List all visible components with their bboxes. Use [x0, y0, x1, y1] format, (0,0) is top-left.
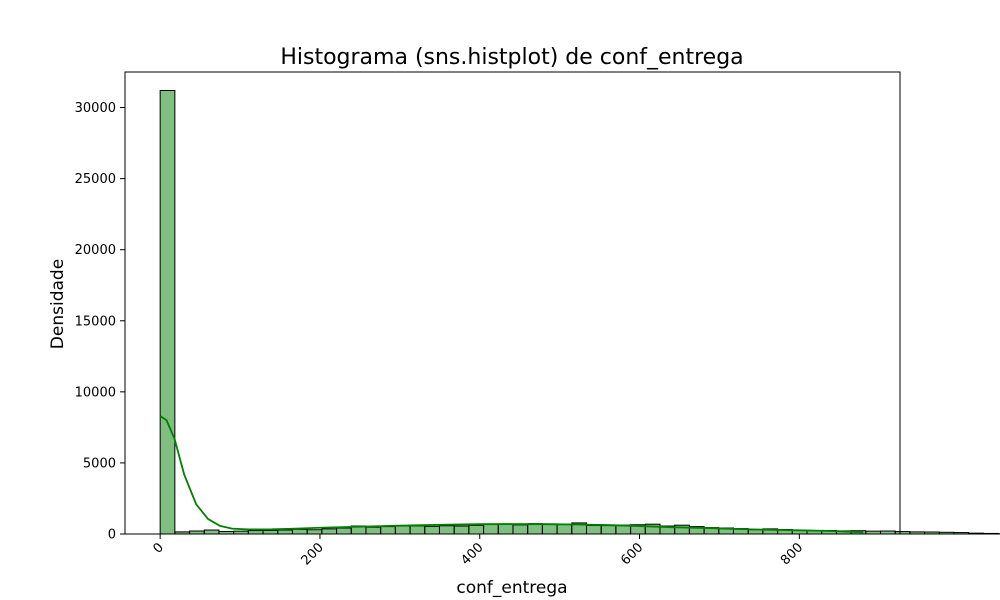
histogram-bar	[336, 527, 352, 535]
histogram-bar	[438, 525, 455, 535]
histogram-bar	[468, 524, 485, 535]
histogram-bar	[909, 531, 926, 535]
x-tick-label: 200	[299, 540, 327, 568]
y-tick-label: 20000	[75, 243, 116, 258]
histogram-bar	[291, 528, 308, 535]
y-tick-label: 15000	[75, 314, 116, 329]
y-tick-label: 25000	[75, 172, 116, 187]
histogram-bar	[527, 523, 543, 535]
x-tick-label: 800	[778, 540, 806, 568]
histogram-bar	[321, 528, 338, 535]
kde-group	[159, 415, 864, 534]
y-tick-label: 30000	[75, 101, 116, 116]
histogram-bar	[483, 523, 499, 535]
plot-frame	[124, 71, 901, 535]
histogram-bar	[247, 530, 264, 535]
histogram-bar	[380, 526, 396, 535]
y-tick-label: 10000	[75, 385, 116, 400]
x-axis-label: conf_entrega	[456, 578, 567, 598]
bars-group	[159, 89, 1000, 535]
y-tick-label: 5000	[83, 456, 116, 471]
histogram-bar	[585, 524, 602, 535]
histogram-bar	[982, 532, 999, 535]
x-tick-label: 600	[618, 540, 646, 568]
y-axis-ticks: 0 5000 10000 15000 20000 25000 30000	[75, 101, 125, 543]
histogram-bar	[541, 523, 558, 535]
histogram-bar	[409, 525, 426, 535]
histogram-bar	[968, 532, 984, 535]
histogram-bar	[497, 523, 514, 535]
x-axis-ticks: 0 200 400 600 800	[151, 534, 806, 568]
histogram-bar	[277, 529, 293, 535]
y-tick-label: 0	[108, 528, 116, 543]
x-tick-label: 0	[151, 540, 167, 556]
histogram-bar	[953, 532, 970, 535]
histogram-bar	[512, 524, 529, 535]
histogram-bar	[600, 525, 617, 535]
chart-title: Histograma (sns.histplot) de conf_entreg…	[280, 45, 743, 70]
histogram-bar	[938, 531, 955, 535]
histogram-bar	[159, 89, 176, 535]
histogram-bar	[394, 525, 411, 535]
histogram-bar	[453, 525, 470, 535]
histogram-bar	[365, 526, 382, 535]
histogram-bar	[424, 525, 440, 535]
y-axis-label: Densidade	[48, 259, 68, 349]
kde-line	[159, 415, 864, 534]
histogram-bar	[203, 529, 220, 535]
histogram-bar	[556, 523, 573, 535]
x-tick-label: 400	[458, 540, 486, 568]
histogram-bar	[306, 529, 323, 535]
histogram-bar	[262, 529, 279, 535]
histogram-bar	[924, 531, 940, 535]
